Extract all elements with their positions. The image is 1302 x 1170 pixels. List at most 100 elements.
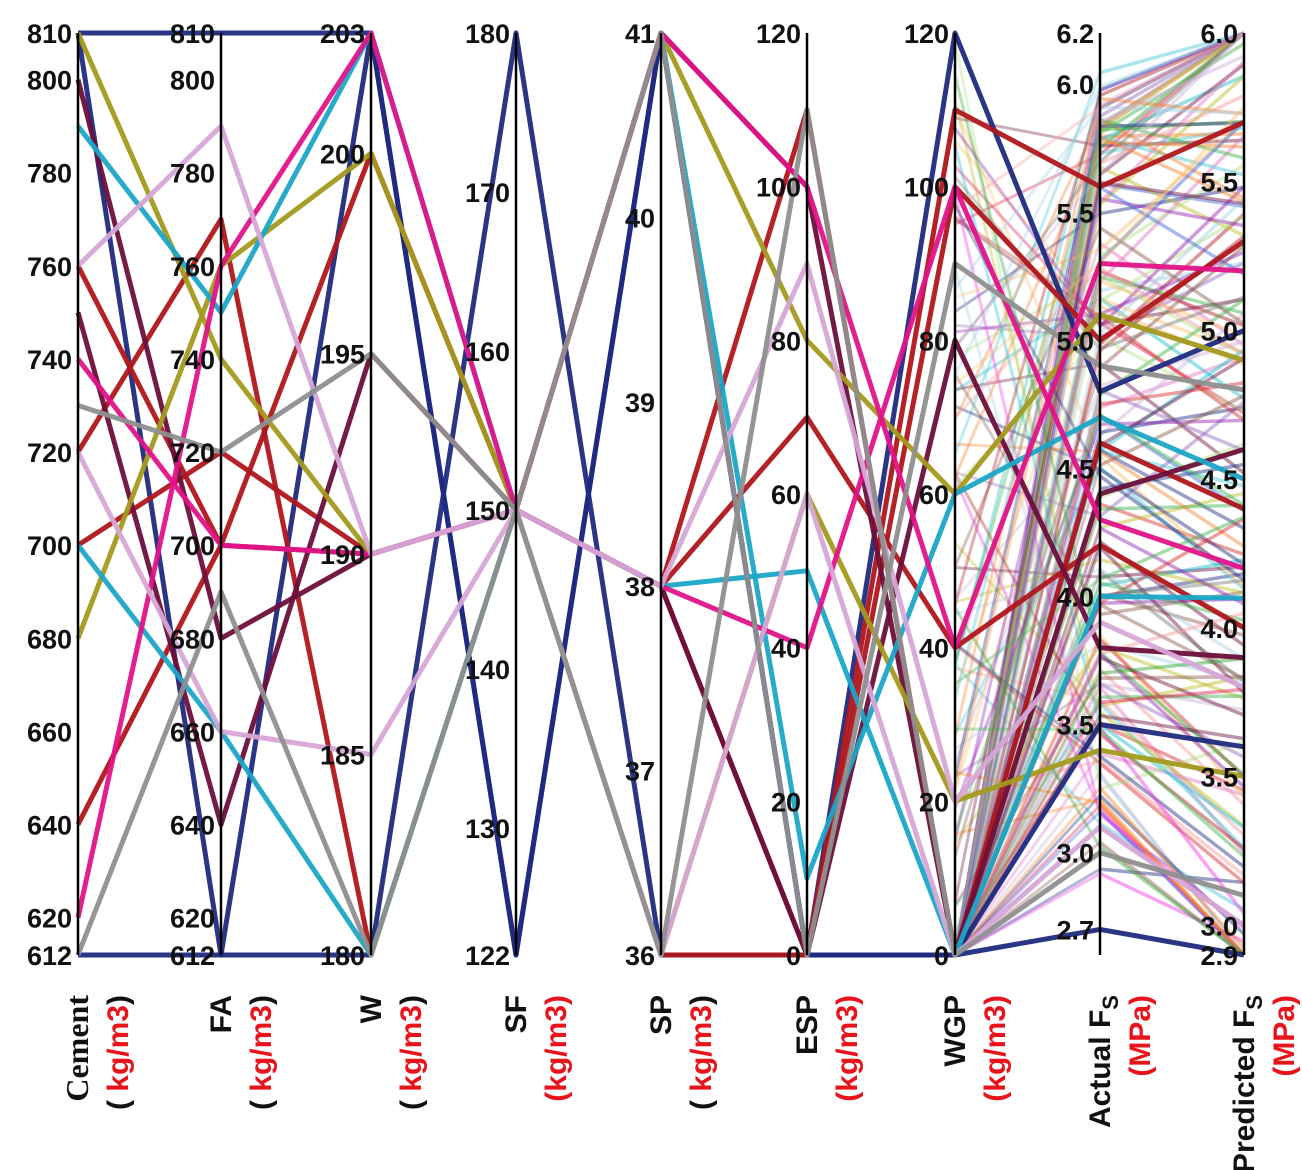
output-series-line [1099, 54, 1245, 124]
output-series-line [1099, 515, 1245, 581]
wgp-to-actual-line [953, 136, 1102, 956]
output-series-line [1098, 315, 1246, 422]
output-series-line [1099, 214, 1245, 303]
output-series-line [1098, 545, 1246, 695]
output-series-line [1099, 105, 1245, 116]
axis-unit-wgp: (kg/m3) [979, 995, 1012, 1102]
wgp-to-actual-line [953, 127, 1102, 328]
tick-label-esp: 40 [771, 634, 801, 664]
wgp-to-actual-line [953, 137, 1102, 701]
output-series-line [1098, 31, 1246, 150]
output-series-line [1099, 279, 1245, 338]
output-series-line [1099, 119, 1245, 132]
axis-name-cement: Cement [59, 995, 95, 1102]
tick-label-cement: 740 [27, 345, 72, 375]
wgp-to-actual-line [954, 106, 1101, 211]
output-series-line [1098, 810, 1246, 957]
output-series-line [1098, 60, 1246, 204]
output-series-line [1099, 117, 1245, 200]
wgp-to-actual-line [953, 663, 1102, 825]
output-series-line [1098, 728, 1246, 858]
output-series-line [1098, 634, 1246, 798]
wgp-to-actual-line [953, 38, 1102, 790]
tick-label-sp: 37 [625, 757, 655, 787]
output-series-line [1099, 297, 1245, 400]
tick-label-wgp: 100 [904, 173, 949, 203]
output-series-line [1098, 348, 1246, 452]
wgp-to-actual-line [953, 653, 1102, 956]
output-series-line [1099, 180, 1245, 206]
tick-label-cement: 800 [27, 66, 72, 96]
tick-label-sp: 40 [625, 203, 655, 233]
output-series-line [1099, 31, 1245, 92]
output-series-line [1098, 710, 1246, 828]
tick-label-actual: 2.7 [1056, 915, 1094, 945]
output-series-line [1099, 502, 1245, 557]
wgp-to-actual-line [953, 260, 1102, 956]
output-series-line [1099, 31, 1245, 110]
axis-unit-sp: ( kg/m3) [685, 995, 718, 1110]
output-series-line [1099, 42, 1245, 135]
wgp-to-actual-line [953, 132, 1102, 664]
output-series-line [1099, 603, 1245, 681]
output-series-line [1099, 31, 1245, 131]
tick-label-cement: 620 [27, 904, 72, 934]
tick-label-pred: 3.0 [1200, 911, 1238, 941]
output-series-line [1099, 413, 1245, 513]
tick-label-cement: 660 [27, 717, 72, 747]
tick-label-esp: 120 [756, 19, 801, 49]
wgp-to-actual-line [953, 546, 1102, 956]
axis-unit-text-fa: ( kg/m3) [245, 995, 278, 1110]
output-series-line [1099, 565, 1245, 579]
tick-label-cement: 640 [27, 811, 72, 841]
wgp-to-actual-line [953, 472, 1102, 735]
tick-label-pred: 2.9 [1200, 941, 1238, 971]
wgp-to-actual-line [953, 161, 1102, 350]
wgp-to-actual-line [953, 271, 1102, 956]
tick-label-esp: 60 [771, 480, 801, 510]
axis-unit-text-wgp: (kg/m3) [979, 995, 1012, 1102]
output-series-line [1099, 74, 1245, 142]
output-series-line [1099, 657, 1245, 675]
output-series-line [1098, 185, 1246, 328]
output-series-line [1099, 197, 1245, 228]
output-series-line [1098, 686, 1246, 854]
tick-label-esp: 100 [756, 173, 801, 203]
output-series-line [1098, 241, 1246, 347]
axis-title-sp: SP [645, 995, 678, 1035]
wgp-to-actual-line [953, 89, 1102, 668]
wgp-to-actual-line [953, 139, 1102, 956]
axes: 6126206406606807007207407607808008106126… [27, 19, 1246, 971]
wgp-to-actual-line [953, 129, 1102, 956]
axis-name-esp: ESP [791, 995, 824, 1055]
wgp-to-actual-line [953, 163, 1102, 956]
axis-name-pred: Predicted FS [1228, 995, 1267, 1170]
tick-label-fa: 640 [170, 811, 215, 841]
wgp-to-actual-line [953, 198, 1102, 842]
tick-label-pred: 5.5 [1200, 168, 1238, 198]
axis-unit-pred: (MPa) [1268, 995, 1301, 1077]
output-series-line [1098, 652, 1246, 789]
output-series-line [1098, 723, 1246, 830]
output-series-line [1099, 645, 1245, 701]
output-series-line [1098, 759, 1246, 877]
output-series-line [1098, 120, 1246, 263]
tick-label-sp: 38 [625, 572, 655, 602]
axis-unit-esp: (kg/m3) [831, 995, 864, 1102]
wgp-to-actual-line [953, 118, 1102, 421]
output-series-line [1098, 31, 1246, 164]
wgp-to-actual-line [953, 89, 1102, 956]
tick-label-w: 200 [320, 139, 365, 169]
output-series-line [1099, 250, 1245, 316]
output-series-line [1099, 31, 1245, 131]
tick-label-actual: 6.0 [1056, 70, 1094, 100]
axis-name-sp: SP [645, 995, 678, 1035]
wgp-to-actual-line [953, 686, 1102, 956]
wgp-to-actual-line [954, 442, 1101, 454]
output-series-line [1099, 751, 1245, 797]
output-series-line [1099, 558, 1245, 595]
wgp-to-actual-line [953, 276, 1102, 956]
tick-label-wgp: 60 [919, 480, 949, 510]
wgp-to-actual-line [953, 541, 1102, 707]
output-series-line [1099, 275, 1245, 315]
